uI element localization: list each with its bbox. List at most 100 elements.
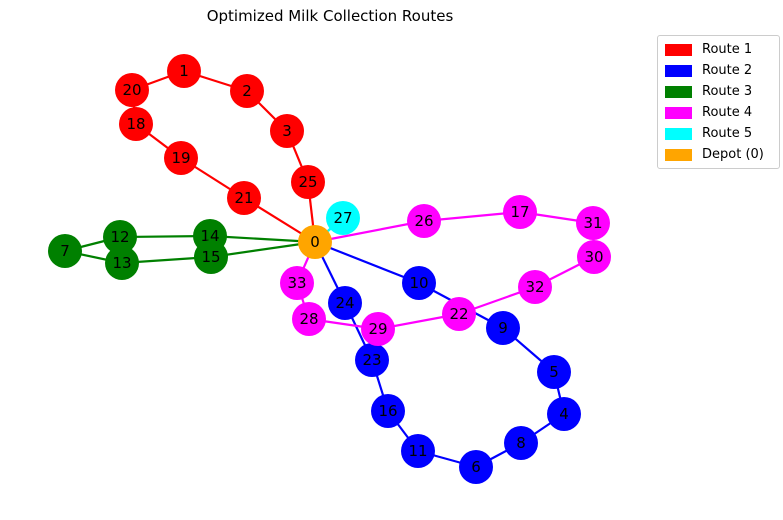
node-label: 4 (559, 405, 569, 423)
legend-label: Depot (0) (702, 147, 764, 162)
node-circle (504, 426, 538, 460)
node-circle (291, 165, 325, 199)
node-circle (577, 240, 611, 274)
node-circle (230, 74, 264, 108)
node-circle (407, 204, 441, 238)
node-circle (164, 141, 198, 175)
node-circle (328, 286, 362, 320)
chart-title: Optimized Milk Collection Routes (206, 7, 454, 25)
node-label: 12 (110, 228, 129, 246)
node-label: 3 (282, 122, 292, 140)
node-label: 19 (171, 149, 190, 167)
node-label: 1 (179, 62, 189, 80)
node-circle (371, 394, 405, 428)
legend-swatch (665, 127, 692, 140)
node-label: 0 (310, 233, 320, 251)
legend-label: Route 5 (702, 126, 753, 141)
stop-node: 12 (103, 220, 137, 254)
node-circle (119, 107, 153, 141)
legend: Route 1 Route 2 Route 3 Route 4 Route 5 … (657, 35, 780, 169)
node-circle (326, 201, 360, 235)
stop-node: 31 (576, 206, 610, 240)
node-label: 31 (583, 214, 602, 232)
node-label: 22 (449, 305, 468, 323)
node-circle (576, 206, 610, 240)
node-label: 33 (287, 274, 306, 292)
stop-node: 13 (105, 246, 139, 280)
node-circle (355, 343, 389, 377)
legend-swatch (665, 106, 692, 119)
stop-node: 1 (167, 54, 201, 88)
legend-swatch (665, 85, 692, 98)
route-3-edge (210, 240, 316, 259)
node-label: 10 (409, 274, 428, 292)
stop-node: 33 (280, 266, 314, 300)
stop-node: 22 (442, 297, 476, 331)
stop-node: 15 (194, 240, 228, 274)
node-circle (459, 450, 493, 484)
node-label: 23 (362, 351, 381, 369)
node-circle (518, 270, 552, 304)
depot-node: 0 (298, 225, 332, 259)
stop-node: 25 (291, 165, 325, 199)
legend-item-route-3: Route 3 (658, 81, 779, 102)
legend-item-route-2: Route 2 (658, 60, 779, 81)
legend-label: Route 1 (702, 42, 753, 57)
node-circle (167, 54, 201, 88)
stop-node: 30 (577, 240, 611, 274)
stop-node: 28 (292, 302, 326, 336)
stop-node: 32 (518, 270, 552, 304)
node-circle (361, 312, 395, 346)
stop-node: 19 (164, 141, 198, 175)
stop-node: 9 (486, 311, 520, 345)
stop-node: 23 (355, 343, 389, 377)
stop-node: 8 (504, 426, 538, 460)
node-circle (227, 181, 261, 215)
stop-node: 6 (459, 450, 493, 484)
legend-label: Route 2 (702, 63, 753, 78)
node-label: 13 (112, 254, 131, 272)
node-label: 30 (584, 248, 603, 266)
stop-node: 4 (547, 397, 581, 431)
node-label: 9 (498, 319, 508, 337)
node-circle (292, 302, 326, 336)
legend-item-route-4: Route 4 (658, 102, 779, 123)
node-circle (298, 225, 332, 259)
legend-swatch (665, 64, 692, 77)
legend-label: Route 4 (702, 105, 753, 120)
node-circle (103, 220, 137, 254)
stop-node: 18 (119, 107, 153, 141)
legend-item-route-5: Route 5 (658, 123, 779, 144)
node-label: 8 (516, 434, 526, 452)
node-label: 16 (378, 402, 397, 420)
legend-item-route-1: Route 1 (658, 39, 779, 60)
node-label: 17 (510, 203, 529, 221)
node-label: 15 (201, 248, 220, 266)
node-circle (280, 266, 314, 300)
stop-node: 16 (371, 394, 405, 428)
node-circle (503, 195, 537, 229)
node-circle (547, 397, 581, 431)
node-circle (105, 246, 139, 280)
legend-swatch (665, 148, 692, 161)
node-circle (270, 114, 304, 148)
node-label: 2 (242, 82, 252, 100)
node-label: 27 (333, 209, 352, 227)
legend-label: Route 3 (702, 84, 753, 99)
route-graph: 0123456789101112131415161718192021222324… (48, 54, 611, 484)
stop-node: 20 (115, 73, 149, 107)
legend-item-depot: Depot (0) (658, 144, 779, 165)
legend-swatch (665, 43, 692, 56)
stop-node: 3 (270, 114, 304, 148)
node-circle (401, 434, 435, 468)
node-label: 25 (298, 173, 317, 191)
node-label: 26 (414, 212, 433, 230)
node-label: 20 (122, 81, 141, 99)
route-2-edge (314, 240, 420, 285)
stop-node: 27 (326, 201, 360, 235)
stop-node: 7 (48, 234, 82, 268)
stop-node: 29 (361, 312, 395, 346)
node-circle (194, 240, 228, 274)
stop-node: 10 (402, 266, 436, 300)
node-label: 24 (335, 294, 354, 312)
